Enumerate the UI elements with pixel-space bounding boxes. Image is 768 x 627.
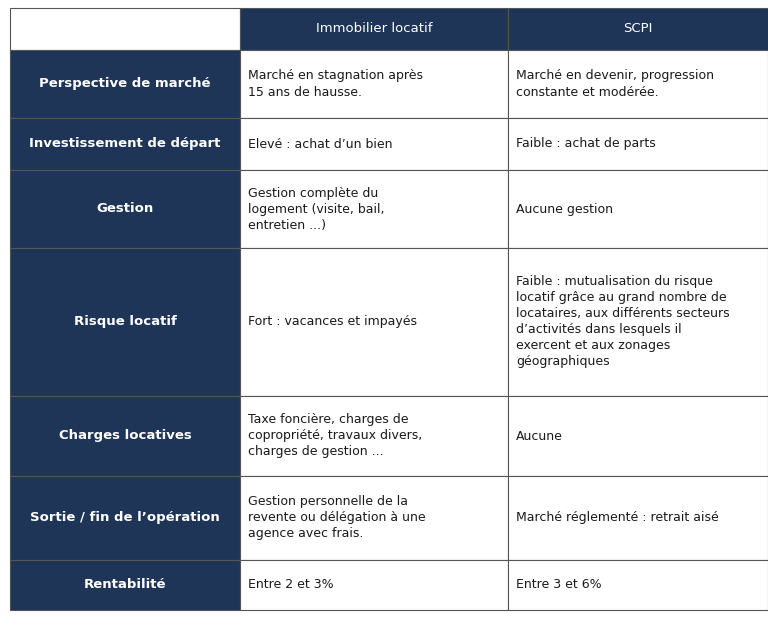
Text: Rentabilité: Rentabilité <box>84 579 166 591</box>
Bar <box>10 8 240 50</box>
Text: Elevé : achat d’un bien: Elevé : achat d’un bien <box>248 137 392 150</box>
Bar <box>10 50 240 118</box>
Text: Marché réglementé : retrait aisé: Marché réglementé : retrait aisé <box>516 512 719 525</box>
Text: Aucune gestion: Aucune gestion <box>516 203 613 216</box>
Text: Sortie / fin de l’opération: Sortie / fin de l’opération <box>30 512 220 525</box>
Bar <box>10 248 240 396</box>
Bar <box>508 8 768 50</box>
Bar <box>508 118 768 170</box>
Text: Marché en stagnation après
15 ans de hausse.: Marché en stagnation après 15 ans de hau… <box>248 70 423 98</box>
Text: Faible : achat de parts: Faible : achat de parts <box>516 137 656 150</box>
Bar <box>508 50 768 118</box>
Bar <box>240 170 508 248</box>
Text: Gestion personnelle de la
revente ou délégation à une
agence avec frais.: Gestion personnelle de la revente ou dél… <box>248 495 425 540</box>
Text: Marché en devenir, progression
constante et modérée.: Marché en devenir, progression constante… <box>516 70 714 98</box>
Text: Gestion complète du
logement (visite, bail,
entretien ...): Gestion complète du logement (visite, ba… <box>248 186 385 231</box>
Bar <box>240 396 508 476</box>
Text: Risque locatif: Risque locatif <box>74 315 177 329</box>
Bar <box>10 170 240 248</box>
Bar <box>508 560 768 610</box>
Text: Entre 3 et 6%: Entre 3 et 6% <box>516 579 601 591</box>
Bar <box>10 118 240 170</box>
Bar <box>508 396 768 476</box>
Bar <box>240 8 508 50</box>
Bar <box>10 476 240 560</box>
Text: Investissement de départ: Investissement de départ <box>29 137 220 150</box>
Text: SCPI: SCPI <box>624 23 653 36</box>
Text: Aucune: Aucune <box>516 429 563 443</box>
Text: Taxe foncière, charges de
copropriété, travaux divers,
charges de gestion ...: Taxe foncière, charges de copropriété, t… <box>248 413 422 458</box>
Text: Gestion: Gestion <box>96 203 154 216</box>
Text: Immobilier locatif: Immobilier locatif <box>316 23 432 36</box>
Bar <box>240 50 508 118</box>
Text: Entre 2 et 3%: Entre 2 et 3% <box>248 579 333 591</box>
Text: Faible : mutualisation du risque
locatif grâce au grand nombre de
locataires, au: Faible : mutualisation du risque locatif… <box>516 275 730 369</box>
Bar <box>240 248 508 396</box>
Bar <box>508 476 768 560</box>
Bar <box>10 396 240 476</box>
Text: Charges locatives: Charges locatives <box>58 429 191 443</box>
Bar <box>508 170 768 248</box>
Bar <box>240 560 508 610</box>
Bar <box>240 476 508 560</box>
Bar <box>10 560 240 610</box>
Bar <box>508 248 768 396</box>
Text: Perspective de marché: Perspective de marché <box>39 78 210 90</box>
Bar <box>240 118 508 170</box>
Text: Fort : vacances et impayés: Fort : vacances et impayés <box>248 315 417 329</box>
